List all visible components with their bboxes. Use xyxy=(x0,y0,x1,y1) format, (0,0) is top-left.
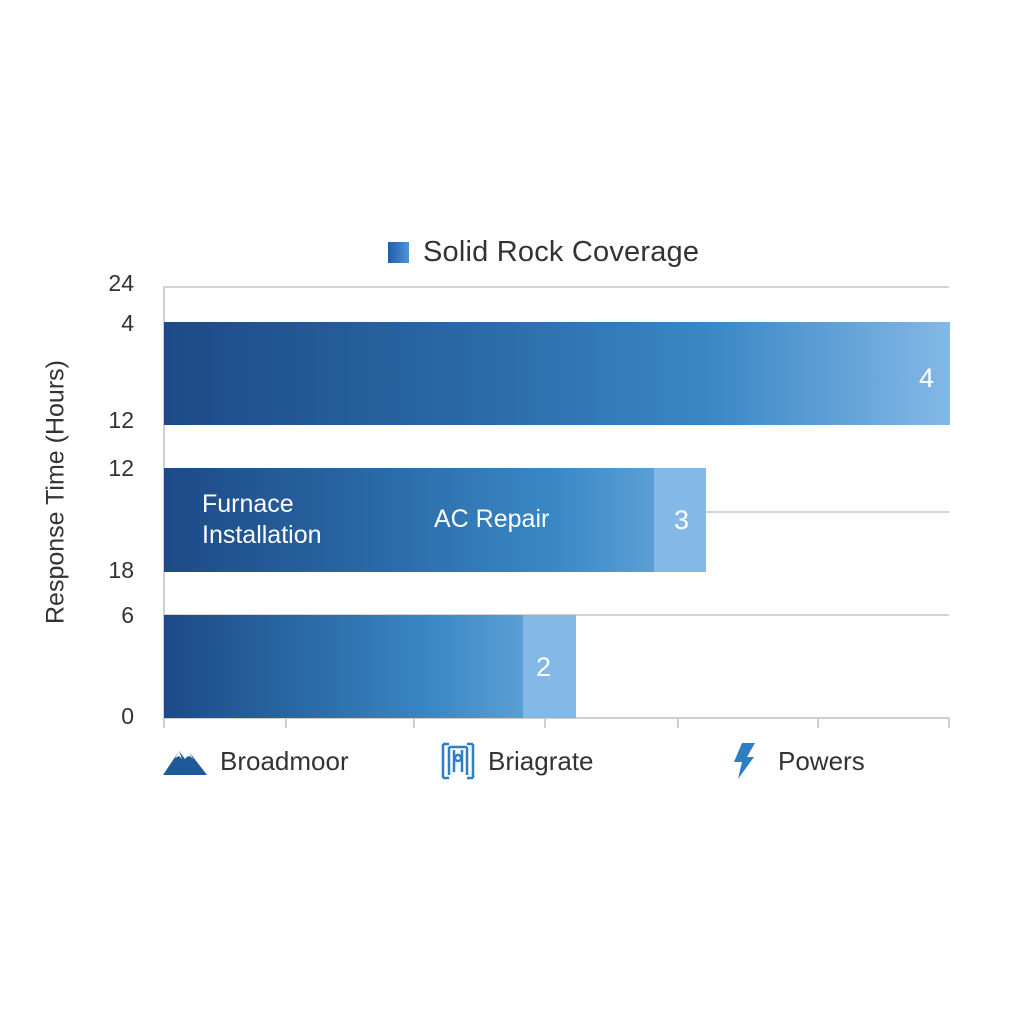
legend-swatch xyxy=(388,241,409,263)
x-category-briagrate: Briagrate xyxy=(440,742,594,780)
bar-fill xyxy=(164,322,950,425)
x-tick xyxy=(163,718,165,728)
bar-inner-label-furnace: Furnace Installation xyxy=(202,489,322,551)
bar-cap xyxy=(654,468,706,572)
x-tick xyxy=(413,718,415,728)
bar-fill xyxy=(164,615,523,718)
bar-value-label: 2 xyxy=(536,652,552,682)
y-tick-label: 12 xyxy=(108,455,134,481)
x-category-label: Briagrate xyxy=(488,745,594,776)
bar-value-label: 3 xyxy=(674,505,690,535)
gridline xyxy=(164,286,949,288)
mountain-icon xyxy=(162,746,208,776)
x-category-broadmoor: Broadmoor xyxy=(162,742,349,780)
x-tick xyxy=(544,718,546,728)
y-axis-label: Response Time (Hours) xyxy=(41,360,70,624)
y-tick-label: 0 xyxy=(121,703,134,729)
label-line: Furnace xyxy=(202,490,294,518)
bar-1[interactable]: 4 xyxy=(164,322,950,425)
x-tick xyxy=(285,718,287,728)
label-line: Installation xyxy=(202,521,322,549)
gridline xyxy=(706,511,949,513)
bar-cap xyxy=(523,615,576,718)
x-tick xyxy=(817,718,819,728)
x-category-label: Broadmoor xyxy=(220,745,349,776)
bar-value-label: 4 xyxy=(918,363,934,393)
bar-3[interactable]: 2 xyxy=(164,615,576,718)
y-tick-label: 18 xyxy=(108,557,134,583)
y-tick-label: 24 xyxy=(108,270,134,296)
x-category-label: Powers xyxy=(778,745,865,776)
y-tick-label: 6 xyxy=(121,602,134,628)
x-category-powers: Powers xyxy=(732,742,865,780)
chart-legend: Solid Rock Coverage xyxy=(388,232,699,272)
gate-icon xyxy=(440,742,476,780)
bar-inner-label-ac-repair: AC Repair xyxy=(434,505,550,533)
bar-fill xyxy=(164,468,654,572)
legend-label: Solid Rock Coverage xyxy=(423,235,700,268)
bar-2[interactable]: Furnace Installation AC Repair 3 xyxy=(164,468,706,572)
y-tick-label: 4 xyxy=(121,310,134,336)
x-axis-line xyxy=(164,717,949,719)
lightning-icon xyxy=(732,742,756,780)
x-tick xyxy=(948,718,950,728)
y-tick-label: 12 xyxy=(108,407,134,433)
x-tick xyxy=(677,718,679,728)
